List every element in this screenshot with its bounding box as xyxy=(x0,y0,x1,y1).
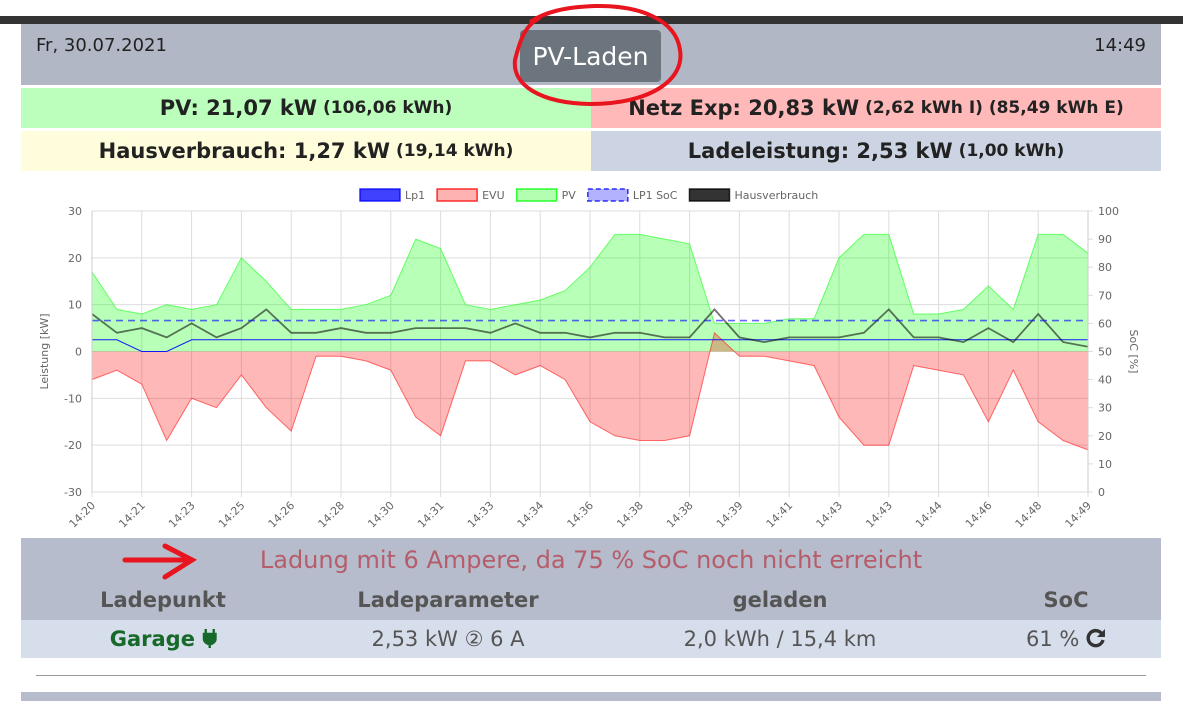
date: Fr, 30.07.2021 xyxy=(36,35,167,56)
x-tick-label: 14:41 xyxy=(764,499,796,531)
charge-panel: Ladeleistung: 2,53 kW (1,00 kWh) xyxy=(591,131,1161,171)
legend-swatch xyxy=(515,188,558,202)
x-tick-label: 14:28 xyxy=(316,499,348,531)
x-tick-label: 14:20 xyxy=(67,499,99,531)
column-header: geladen xyxy=(732,588,828,612)
series-line xyxy=(91,331,1089,451)
x-tick-label: 14:38 xyxy=(614,499,646,531)
y2-tick-label: 10 xyxy=(1098,458,1112,471)
y2-tick-label: 30 xyxy=(1098,402,1112,415)
table-header: Ladepunkt Ladeparameter geladen SoC xyxy=(21,582,1161,620)
y-axis-label: Leistung [kW] xyxy=(38,313,51,389)
x-tick-label: 14:26 xyxy=(266,499,298,531)
y2-tick-label: 40 xyxy=(1098,374,1112,387)
x-tick-label: 14:44 xyxy=(913,499,945,531)
charge-energy: (1,00 kWh) xyxy=(958,141,1065,161)
pv-value: PV: 21,07 kW xyxy=(159,96,318,120)
y-tick-label: -10 xyxy=(64,392,82,405)
refresh-icon[interactable] xyxy=(1086,628,1106,648)
table-row: Garage 2,53 kW ② 6 A 2,0 kWh / 15,4 km 6… xyxy=(21,620,1161,658)
time: 14:49 xyxy=(1094,35,1146,56)
legend-label: EVU xyxy=(482,189,505,202)
x-tick-label: 14:39 xyxy=(714,499,746,531)
area-fill xyxy=(92,332,1088,450)
legend-swatch xyxy=(436,188,478,202)
y-tick-label: 0 xyxy=(75,346,82,359)
legend-swatch xyxy=(688,188,731,202)
y-tick-label: 20 xyxy=(68,252,82,265)
plug-icon xyxy=(202,629,217,648)
charge-value: Ladeleistung: 2,53 kW xyxy=(687,139,953,163)
y-tick-label: 10 xyxy=(68,299,82,312)
series-line xyxy=(91,308,1089,348)
y-tick-label: 30 xyxy=(68,205,82,218)
series-line xyxy=(92,339,1088,352)
legend-label: PV xyxy=(562,189,577,202)
x-tick-label: 14:33 xyxy=(465,499,497,531)
soc-value: 61 % xyxy=(1025,627,1080,651)
area-fill xyxy=(92,340,1088,352)
grid-panel: Netz Exp: 20,83 kW (2,62 kWh I) (85,49 kW… xyxy=(591,88,1161,128)
legend-swatch xyxy=(587,188,629,202)
legend-label: Lp1 xyxy=(405,189,425,202)
footer-bar xyxy=(21,692,1161,701)
x-tick-label: 14:34 xyxy=(515,499,547,531)
house-panel: Hausverbrauch: 1,27 kW (19,14 kWh) xyxy=(21,131,591,171)
x-tick-label: 14:31 xyxy=(415,499,447,531)
status-message: Ladung mit 6 Ampere, da 75 % SoC noch ni… xyxy=(21,538,1161,582)
column-header: SoC xyxy=(1043,588,1089,612)
y2-tick-label: 90 xyxy=(1098,233,1112,246)
x-tick-label: 14:46 xyxy=(963,499,995,531)
y2-tick-label: 0 xyxy=(1098,486,1105,499)
legend-label: LP1 SoC xyxy=(633,189,678,202)
house-energy: (19,14 kWh) xyxy=(395,141,514,161)
y2-tick-label: 100 xyxy=(1098,205,1119,218)
x-tick-label: 14:36 xyxy=(565,499,597,531)
series-line xyxy=(91,233,1089,324)
legend-label: Hausverbrauch xyxy=(734,189,818,202)
chart: -30 -20 -10 0 10 20 30 0 10 20 30 40 50 60 70 80 90 100 14… xyxy=(38,188,1140,531)
x-tick-label: 14:49 xyxy=(1063,499,1095,531)
legend-swatch xyxy=(359,188,401,202)
pv-panel: PV: 21,07 kW (106,06 kWh) xyxy=(21,88,591,128)
column-header: Ladeparameter xyxy=(357,588,539,612)
y2-axis-label: SoC [%] xyxy=(1127,330,1140,374)
y-tick-label: -20 xyxy=(64,439,82,452)
column-header: Ladepunkt xyxy=(100,588,226,612)
y2-tick-label: 50 xyxy=(1098,346,1112,359)
charged: 2,0 kWh / 15,4 km xyxy=(683,627,877,651)
x-tick-label: 14:48 xyxy=(1013,499,1045,531)
soc-cell: 61 % xyxy=(1026,627,1106,651)
x-tick-label: 14:43 xyxy=(863,499,895,531)
y-tick-label: -30 xyxy=(64,486,82,499)
x-tick-label: 14:25 xyxy=(216,499,248,531)
y2-tick-label: 80 xyxy=(1098,261,1112,274)
house-value: Hausverbrauch: 1,27 kW xyxy=(98,139,390,163)
charge-point[interactable]: Garage xyxy=(110,627,217,651)
charge-parameters: 2,53 kW ② 6 A xyxy=(371,627,525,651)
y2-tick-label: 20 xyxy=(1098,430,1112,443)
x-tick-label: 14:38 xyxy=(664,499,696,531)
grid-energy: (2,62 kWh I) (85,49 kWh E) xyxy=(865,98,1124,118)
y2-tick-label: 60 xyxy=(1098,317,1112,330)
x-tick-label: 14:30 xyxy=(365,499,397,531)
y2-tick-label: 70 xyxy=(1098,289,1112,302)
x-tick-label: 14:43 xyxy=(814,499,846,531)
charge-point-name: Garage xyxy=(109,627,195,651)
area-fill xyxy=(92,234,1088,352)
pv-energy: (106,06 kWh) xyxy=(323,98,453,118)
separator xyxy=(36,675,1146,676)
x-tick-label: 14:21 xyxy=(116,499,148,531)
x-tick-label: 14:23 xyxy=(166,499,198,531)
